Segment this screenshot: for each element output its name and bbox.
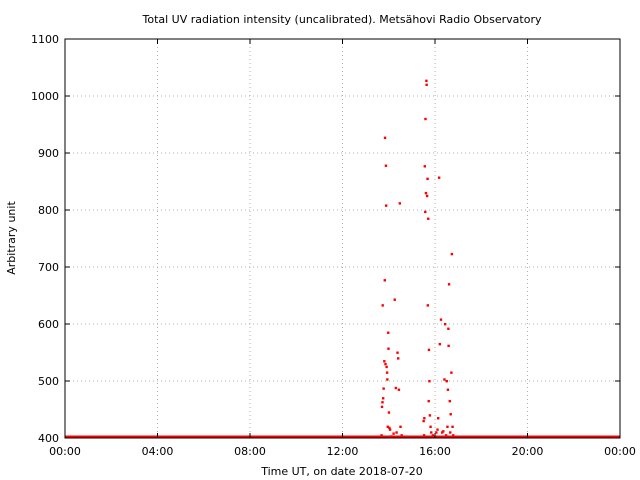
data-point xyxy=(426,177,429,181)
data-point xyxy=(383,360,386,363)
data-point xyxy=(437,417,440,420)
data-point xyxy=(435,431,438,434)
data-point xyxy=(381,304,384,307)
data-point xyxy=(446,425,449,428)
x-tick-label: 04:00 xyxy=(142,445,174,458)
grid xyxy=(65,39,620,438)
plot-frame xyxy=(64,38,621,439)
data-point xyxy=(422,434,426,437)
data-point xyxy=(390,435,393,438)
y-tick-label: 600 xyxy=(38,318,59,331)
data-point xyxy=(446,388,450,391)
data-point xyxy=(397,388,401,391)
data-point xyxy=(384,362,387,366)
data-point xyxy=(452,434,455,437)
data-point xyxy=(383,279,386,282)
data-point xyxy=(388,426,391,430)
data-point xyxy=(424,191,428,195)
data-point xyxy=(398,202,402,205)
chart-title: Total UV radiation intensity (uncalibrat… xyxy=(142,13,542,26)
data-point xyxy=(449,413,452,416)
data-point xyxy=(384,164,388,167)
x-tick-label: 20:00 xyxy=(512,445,544,458)
data-point xyxy=(387,347,390,350)
data-point xyxy=(385,371,389,374)
x-tick-label: 08:00 xyxy=(234,445,266,458)
data-point xyxy=(396,351,399,354)
data-point xyxy=(429,425,432,428)
y-tick-label: 1000 xyxy=(31,90,59,103)
data-point xyxy=(447,327,450,330)
data-point xyxy=(424,210,427,214)
y-tick-label: 700 xyxy=(38,261,59,274)
data-point xyxy=(381,397,385,400)
data-point xyxy=(447,283,451,286)
data-point xyxy=(445,380,448,383)
data-point xyxy=(381,401,384,404)
y-tick-label: 400 xyxy=(38,432,59,445)
y-axis-label: Arbitrary unit xyxy=(5,201,18,275)
data-point xyxy=(423,417,426,420)
data-point xyxy=(380,434,383,437)
data-points xyxy=(380,79,455,438)
x-tick-label: 00:00 xyxy=(49,445,81,458)
data-point xyxy=(430,431,433,434)
data-point xyxy=(428,414,432,417)
data-point xyxy=(444,434,448,437)
data-point xyxy=(399,425,402,428)
data-point xyxy=(422,419,425,423)
x-tick-label: 00:00 xyxy=(604,445,636,458)
data-point xyxy=(425,194,429,198)
data-point xyxy=(380,405,384,409)
data-point xyxy=(447,344,450,348)
data-point xyxy=(394,386,398,390)
y-tick-label: 800 xyxy=(38,204,59,217)
x-axis-ticks: 00:00 04:00 08:00 12:00 16:00 20:00 00:00 xyxy=(49,39,636,458)
y-tick-label: 1100 xyxy=(31,33,59,46)
data-point xyxy=(439,318,443,321)
data-point xyxy=(424,117,427,121)
data-point xyxy=(443,378,446,381)
data-point xyxy=(388,428,392,431)
data-point xyxy=(448,399,451,403)
data-point xyxy=(443,323,447,326)
data-point xyxy=(385,365,388,369)
data-point xyxy=(450,252,454,256)
data-point xyxy=(386,378,389,381)
y-tick-label: 900 xyxy=(38,147,59,160)
data-point xyxy=(387,411,391,414)
data-point xyxy=(436,428,439,431)
x-tick-label: 12:00 xyxy=(327,445,359,458)
data-point xyxy=(451,425,454,428)
data-point xyxy=(423,165,426,168)
data-point xyxy=(427,217,430,220)
data-point xyxy=(426,304,429,307)
data-point xyxy=(395,431,398,434)
data-point xyxy=(437,176,441,179)
data-point xyxy=(400,434,403,437)
data-point xyxy=(425,79,428,83)
data-point xyxy=(431,434,435,437)
data-point xyxy=(382,387,385,390)
data-point xyxy=(442,430,445,433)
y-axis-ticks: 400 500 600 700 800 900 1000 1100 xyxy=(31,33,620,445)
data-point xyxy=(425,83,428,86)
data-point xyxy=(449,431,452,434)
data-point xyxy=(397,357,400,360)
y-tick-label: 500 xyxy=(38,375,59,388)
data-point xyxy=(387,331,390,334)
data-point xyxy=(384,204,388,207)
data-point xyxy=(450,371,453,374)
data-point xyxy=(427,399,430,403)
data-point xyxy=(386,425,389,428)
x-axis-label: Time UT, on date 2018-07-20 xyxy=(260,465,423,478)
data-point xyxy=(427,348,431,352)
x-tick-label: 16:00 xyxy=(419,445,451,458)
data-point xyxy=(393,298,396,301)
data-point xyxy=(438,342,442,346)
data-point xyxy=(392,432,395,435)
data-point xyxy=(383,136,387,140)
data-point xyxy=(428,380,431,383)
